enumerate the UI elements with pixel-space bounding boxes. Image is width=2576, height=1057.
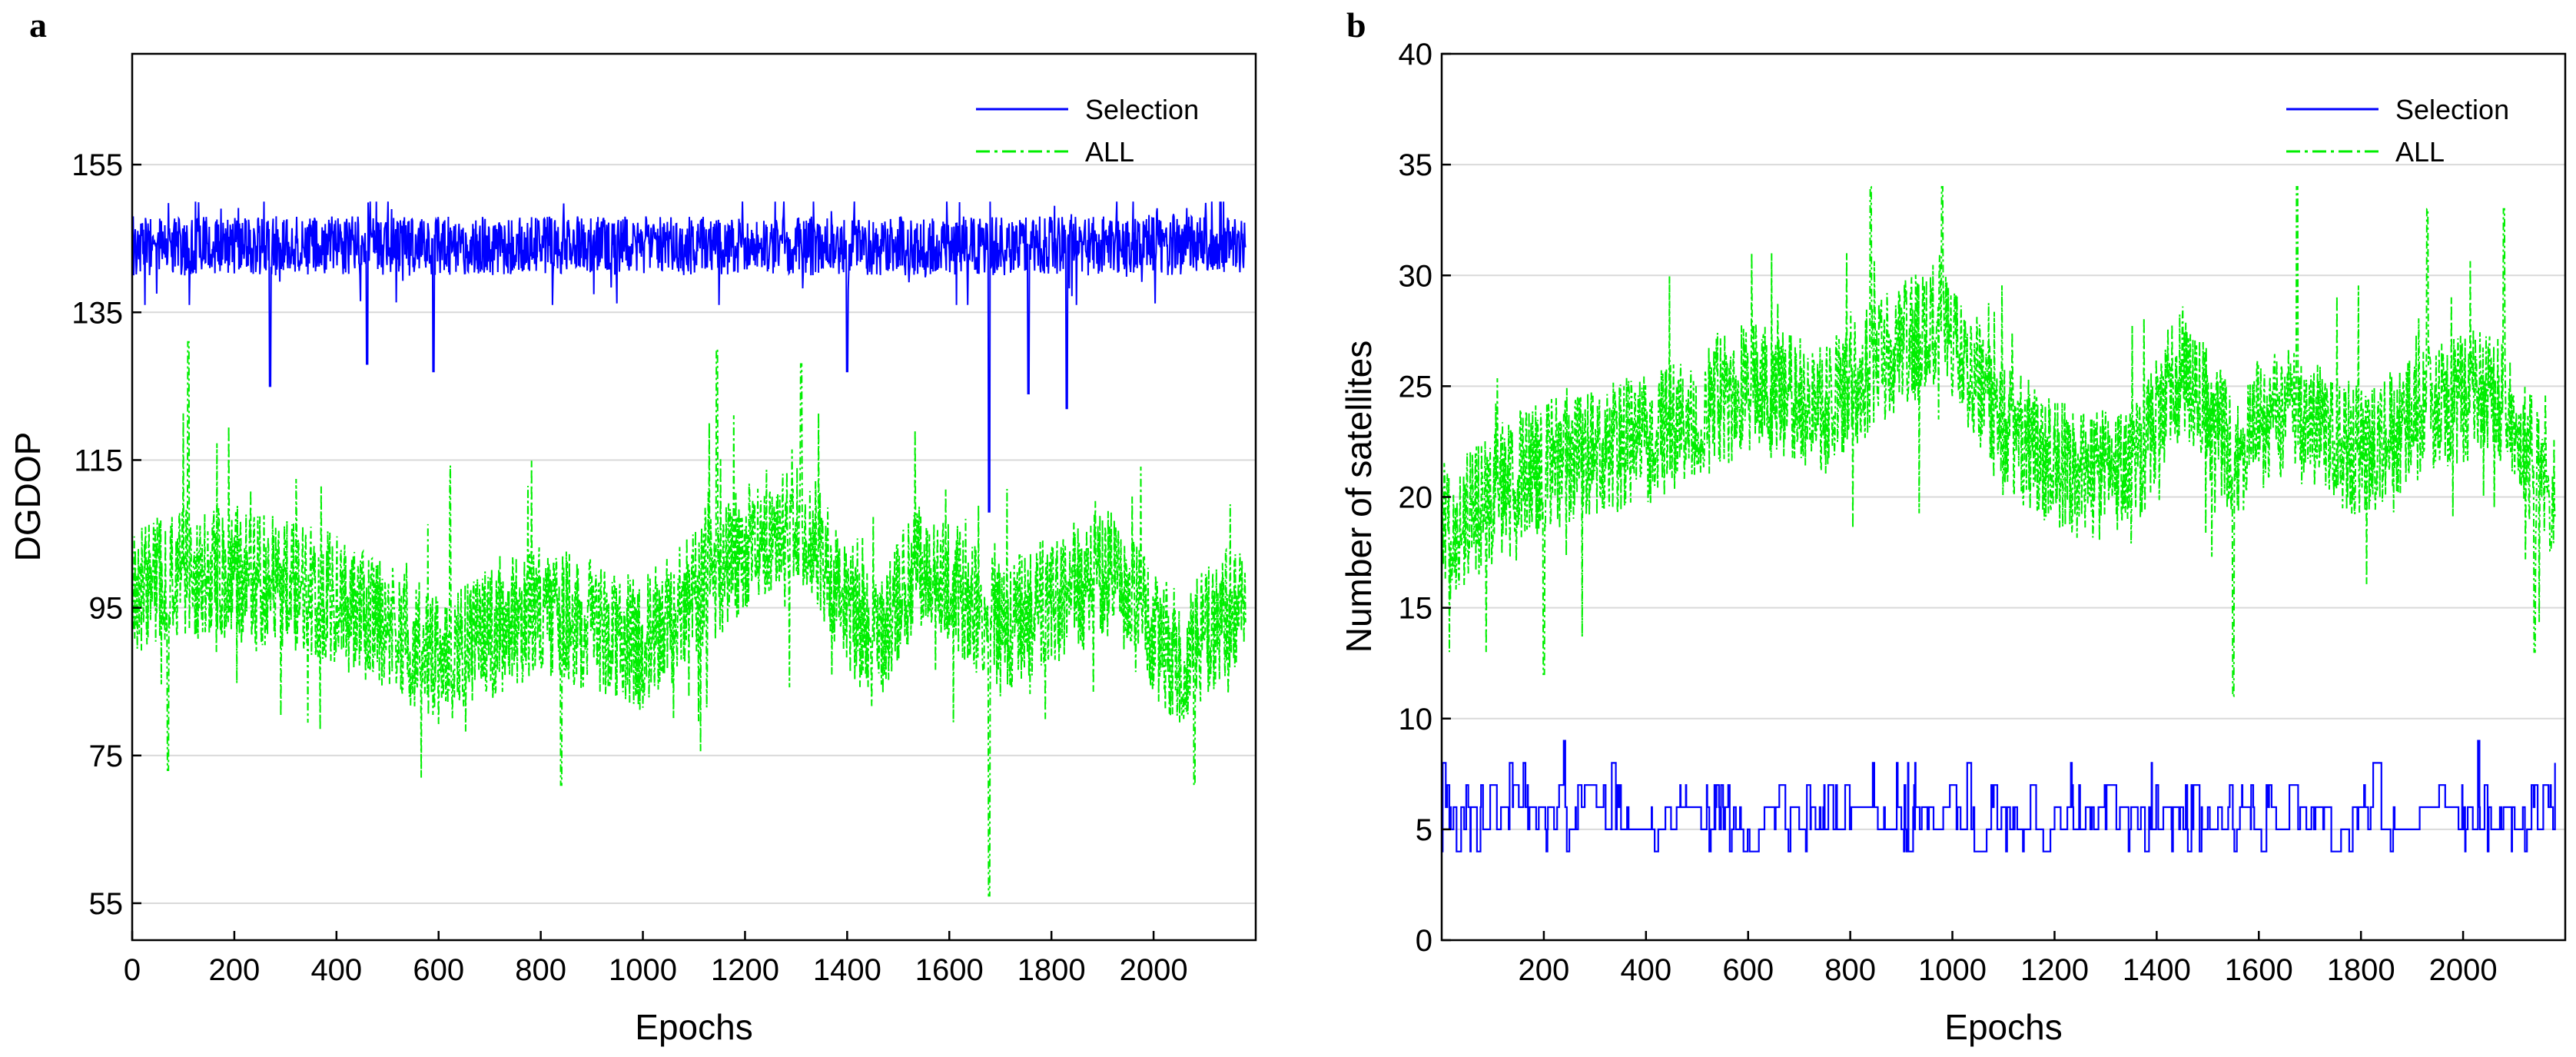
panel-b-y-tick-label: 15 — [1399, 592, 1433, 626]
panel-b: b 0 5 10 15 20 25 30 35 40 200 400 600 800 1000 1200 14… — [1339, 5, 2567, 1047]
panel-a-x-tick-label: 400 — [310, 953, 362, 987]
panel-b-legend: Selection ALL — [2286, 94, 2509, 168]
panel-a-series-all — [131, 341, 1247, 897]
panel-b-y-tick-label: 5 — [1416, 813, 1432, 847]
panel-a-x-tick-label: 600 — [413, 953, 464, 987]
panel-b-series — [1441, 186, 2556, 853]
legend-label-all: ALL — [2395, 136, 2445, 168]
panel-a-series — [131, 201, 1247, 897]
panel-a-y-axis-title: DGDOP — [8, 432, 48, 562]
panel-a-x-tick-label: 0 — [124, 953, 141, 987]
panel-b-x-tick-label: 600 — [1722, 953, 1774, 987]
legend-label-selection: Selection — [1085, 94, 1199, 125]
panel-a-x-tick-label: 1000 — [609, 953, 677, 987]
panel-b-x-tick-label: 200 — [1519, 953, 1570, 987]
panel-b-y-tick-label: 10 — [1399, 703, 1433, 736]
panel-a-y-tick-label: 135 — [71, 296, 123, 330]
panel-b-x-tick-label: 800 — [1824, 953, 1876, 987]
panel-a-x-tick-label: 1200 — [711, 953, 779, 987]
panel-a-x-tick-label: 200 — [209, 953, 261, 987]
panel-a-x-tick-label: 1800 — [1017, 953, 1086, 987]
panel-b-series-all — [1441, 186, 2556, 697]
panel-a-x-tick-label: 1400 — [813, 953, 881, 987]
panel-b-y-tick-label: 40 — [1399, 38, 1433, 71]
panel-b-x-tick-label: 1400 — [2123, 953, 2191, 987]
panel-b-x-tick-label: 1600 — [2225, 953, 2293, 987]
panel-a-y-tick-label: 115 — [74, 444, 123, 477]
panel-b-y-tick-label: 25 — [1399, 370, 1433, 404]
legend-label-all: ALL — [1085, 136, 1134, 168]
panel-b-x-tick-label: 1200 — [2020, 953, 2089, 987]
panel-b-letter: b — [1346, 5, 1366, 45]
panel-b-x-tick-label: 1800 — [2327, 953, 2395, 987]
panel-a-x-axis-title: Epochs — [635, 1007, 752, 1047]
panel-a-y-tick-label: 155 — [71, 148, 123, 182]
panel-b-y-tick-label: 0 — [1416, 924, 1432, 958]
panel-a: a 55 75 95 115 135 155 0 200 400 600 800 1000 1200 14… — [8, 5, 1257, 1047]
panel-a-x-tick-label: 1600 — [915, 953, 984, 987]
panel-a-y-tick-label: 75 — [89, 740, 124, 773]
panel-a-y-tick-label: 55 — [89, 887, 124, 921]
panel-a-plot-frame — [131, 52, 1257, 942]
panel-b-x-tick-label: 1000 — [1918, 953, 1987, 987]
legend-label-selection: Selection — [2395, 94, 2509, 125]
panel-b-gridlines — [1442, 164, 2565, 830]
panel-a-x-tick-label: 800 — [515, 953, 566, 987]
panel-a-x-tick-label: 2000 — [1120, 953, 1188, 987]
panel-b-ticks: 0 5 10 15 20 25 30 35 40 200 400 600 800 1000 1200 1400… — [1399, 38, 2498, 987]
panel-b-x-tick-label: 2000 — [2429, 953, 2498, 987]
panel-a-series-selection — [131, 201, 1247, 513]
panel-a-y-tick-label: 95 — [89, 592, 124, 626]
panel-a-ticks: 55 75 95 115 135 155 0 200 400 600 800 1000 1200 1400… — [71, 148, 1187, 987]
panel-a-legend: Selection ALL — [976, 94, 1199, 168]
panel-b-y-axis-title: Number of satellites — [1339, 341, 1379, 653]
panel-b-x-axis-title: Epochs — [1944, 1007, 2062, 1047]
panel-b-series-selection — [1442, 740, 2556, 853]
panel-b-x-tick-label: 400 — [1620, 953, 1671, 987]
panel-a-letter: a — [29, 5, 47, 45]
panel-b-y-tick-label: 30 — [1399, 259, 1433, 293]
panel-b-y-tick-label: 35 — [1399, 148, 1433, 182]
panel-b-y-tick-label: 20 — [1399, 481, 1433, 515]
